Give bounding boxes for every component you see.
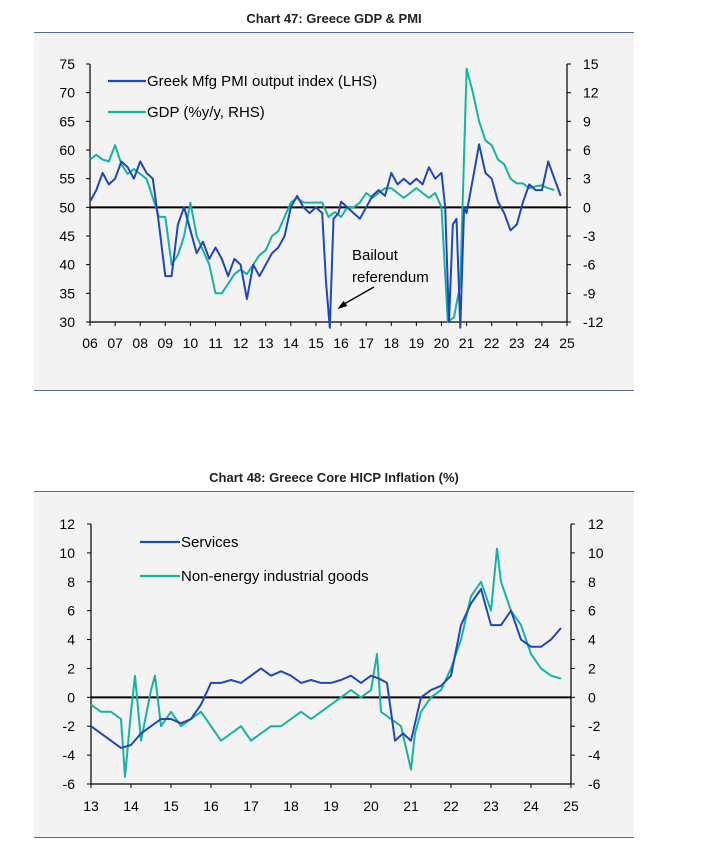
chart47-x-tick-label: 11 [208,335,223,351]
chart47-x-tick-label: 06 [82,335,98,351]
chart47-series-teal-line [89,67,555,323]
chart48-left-tick-label: 8 [67,574,75,590]
chart47-right-tick-label: 15 [583,56,599,72]
chart48-x-tick-label: 15 [163,798,179,814]
chart-47-title: Chart 47: Greece GDP & PMI [246,11,422,26]
chart-48-bottom-rule [34,837,634,838]
chart47-right-tick-label: -6 [583,257,596,273]
chart47-x-tick-label: 24 [534,335,550,351]
chart47-left-tick-label: 40 [59,257,75,273]
chart47-x-tick-label: 09 [158,335,174,351]
chart48-right-tick-label: 0 [588,689,596,705]
chart47-left-tick-label: 70 [59,85,75,101]
chart47-left-tick-label: 35 [59,285,75,301]
chart48-x-tick-label: 21 [403,798,419,814]
chart47-annotation-line2: referendum [352,269,429,286]
chart48-right-tick-label: 8 [588,574,596,590]
chart48-x-tick-label: 14 [123,798,139,814]
chart47-legend-label: Greek Mfg PMI output index (LHS) [147,73,377,90]
chart48-x-tick-label: 20 [363,798,379,814]
chart47-right-tick-label: 9 [583,113,591,129]
chart48-right-tick-label: 12 [588,516,604,532]
chart47-x-tick-label: 08 [132,335,148,351]
chart47-right-tick-label: -3 [583,228,596,244]
chart47-right-tick-label: 3 [583,171,591,187]
chart48-left-tick-label: 2 [67,660,75,676]
chart47-annotation-arrow-head [337,301,348,309]
chart48-right-tick-label: -4 [588,747,601,763]
chart48-x-tick-label: 13 [83,798,99,814]
chart48-x-tick-label: 18 [283,798,299,814]
chart47-right-tick-label: -9 [583,285,596,301]
chart47-x-tick-label: 18 [383,335,399,351]
chart-47-panel [34,32,634,390]
chart48-legend-label: Services [181,534,239,551]
chart48-x-tick-label: 24 [523,798,539,814]
chart-47-bottom-rule [34,390,634,391]
chart47-x-tick-label: 20 [434,335,450,351]
chart47-x-tick-label: 17 [358,335,374,351]
chart47-x-tick-label: 16 [333,335,349,351]
chart47-left-tick-label: 65 [59,113,75,129]
chart48-x-tick-label: 19 [323,798,339,814]
chart-48-panel [34,491,634,837]
chart48-series-blue-line [90,588,562,749]
chart48-left-tick-label: 6 [67,603,75,619]
chart48-right-tick-label: 2 [588,660,596,676]
chart47-annotation-line1: Bailout [352,247,399,264]
chart48-right-tick-label: -6 [588,776,601,792]
chart48-left-tick-label: 4 [67,632,75,648]
chart48-left-tick-label: 0 [67,689,75,705]
chart47-left-tick-label: 75 [59,56,75,72]
chart48-x-tick-label: 23 [483,798,499,814]
chart47-x-tick-label: 15 [308,335,324,351]
chart48-left-tick-label: -6 [63,776,76,792]
chart47-legend-label: GDP (%y/y, RHS) [147,104,265,121]
chart47-right-tick-label: 12 [583,85,599,101]
chart48-right-tick-label: -2 [588,718,601,734]
chart47-x-tick-label: 07 [107,335,123,351]
chart48-x-tick-label: 25 [563,798,579,814]
chart47-series-blue-line [89,143,562,329]
chart47-right-tick-label: 6 [583,142,591,158]
chart47-annotation-arrow-shaft [340,286,375,307]
chart48-right-tick-label: 4 [588,632,596,648]
chart47-left-tick-label: 55 [59,171,75,187]
chart48-right-tick-label: 10 [588,545,604,561]
chart47-x-tick-label: 21 [459,335,475,351]
chart48-left-tick-label: 12 [59,516,75,532]
chart-48-title: Chart 48: Greece Core HICP Inflation (%) [209,470,459,485]
chart47-left-tick-label: 30 [59,314,75,330]
chart47-x-tick-label: 12 [233,335,249,351]
chart-48-top-rule [34,491,634,492]
chart47-x-tick-label: 19 [409,335,425,351]
chart47-right-tick-label: -12 [583,314,603,330]
chart48-series-teal-line [90,547,562,778]
chart48-legend-label: Non-energy industrial goods [181,568,369,585]
chart48-left-tick-label: -2 [63,718,76,734]
chart47-x-tick-label: 25 [559,335,575,351]
chart48-x-tick-label: 16 [203,798,219,814]
chart48-left-tick-label: -4 [63,747,76,763]
chart48-left-tick-label: 10 [59,545,75,561]
chart47-x-tick-label: 22 [484,335,500,351]
chart47-x-tick-label: 10 [183,335,199,351]
chart47-x-tick-label: 13 [258,335,274,351]
chart47-right-tick-label: 0 [583,199,591,215]
chart48-x-tick-label: 17 [243,798,259,814]
chart47-left-tick-label: 50 [59,199,75,215]
chart-47-top-rule [34,32,634,33]
chart47-x-tick-label: 14 [283,335,299,351]
chart48-right-tick-label: 6 [588,603,596,619]
chart47-x-tick-label: 23 [509,335,525,351]
chart47-left-tick-label: 60 [59,142,75,158]
chart48-x-tick-label: 22 [443,798,459,814]
chart47-left-tick-label: 45 [59,228,75,244]
